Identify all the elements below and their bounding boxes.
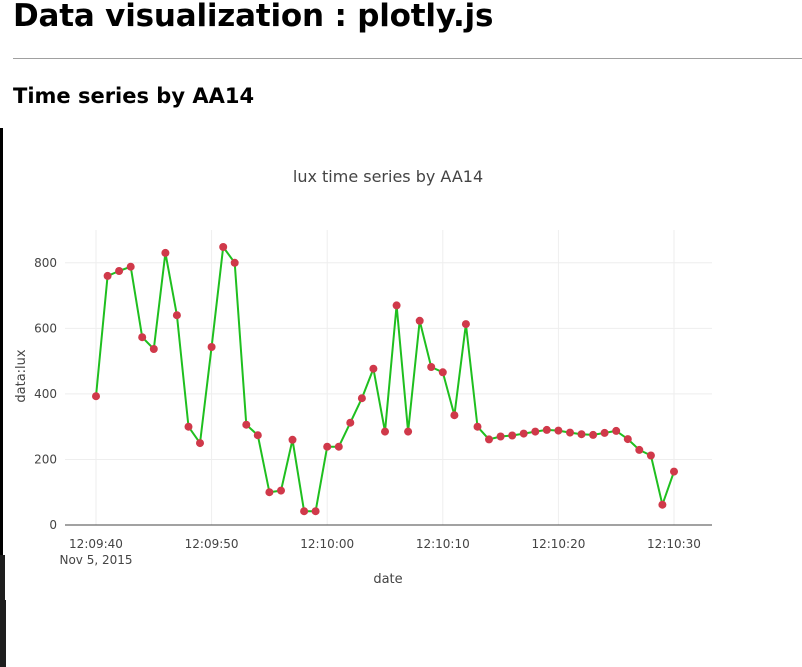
chart-background: [5, 150, 765, 600]
y-axis-title: data:lux: [14, 349, 29, 403]
data-point[interactable]: [149, 345, 158, 353]
section-title: Time series by AA14: [13, 84, 255, 108]
data-point[interactable]: [485, 435, 493, 444]
y-tick-label: 0: [49, 518, 57, 532]
x-tick-label: 12:10:30: [647, 537, 701, 551]
data-point[interactable]: [589, 430, 598, 439]
data-point[interactable]: [184, 422, 193, 431]
data-point[interactable]: [612, 426, 621, 435]
title-divider: [13, 58, 802, 59]
data-point[interactable]: [566, 428, 574, 437]
y-tick-label: 600: [34, 321, 57, 335]
chart-container[interactable]: 0 200 400 600 800 12:09:40 Nov 5, 2015 12:09:50…: [5, 150, 765, 600]
data-point[interactable]: [461, 320, 470, 329]
data-point[interactable]: [346, 418, 355, 427]
x-tick-label: 12:10:20: [531, 537, 585, 551]
x-tick-label: 12:09:50: [185, 537, 239, 551]
data-point[interactable]: [646, 451, 655, 460]
data-point[interactable]: [635, 445, 644, 454]
data-point[interactable]: [496, 432, 505, 441]
data-point[interactable]: [519, 429, 528, 438]
data-point[interactable]: [531, 427, 540, 436]
chart-title: lux time series by AA14: [293, 167, 483, 186]
data-point[interactable]: [369, 364, 378, 373]
series-marker-layer[interactable]: [92, 243, 678, 516]
left-edge-strip: [0, 128, 3, 558]
data-point[interactable]: [427, 363, 436, 371]
data-point[interactable]: [670, 467, 678, 476]
data-point[interactable]: [450, 411, 459, 420]
data-point[interactable]: [207, 343, 216, 351]
data-point[interactable]: [230, 258, 239, 267]
data-point[interactable]: [323, 442, 332, 451]
data-point[interactable]: [357, 394, 366, 403]
data-point[interactable]: [196, 439, 204, 448]
page-title: Data visualization : plotly.js: [13, 0, 494, 34]
y-tick-label: 800: [34, 256, 57, 270]
y-tick-label: 200: [34, 452, 57, 466]
data-point[interactable]: [253, 431, 262, 440]
x-tick-label: 12:10:10: [416, 537, 470, 551]
data-point[interactable]: [161, 248, 170, 257]
data-point[interactable]: [438, 368, 447, 377]
data-point[interactable]: [554, 426, 563, 435]
data-point[interactable]: [311, 507, 320, 516]
x-axis-title: date: [373, 572, 402, 587]
data-point[interactable]: [277, 486, 285, 495]
data-point[interactable]: [115, 267, 124, 275]
x-tick-label: 12:09:40: [69, 537, 123, 551]
grid-lines: [65, 230, 712, 525]
data-point[interactable]: [300, 507, 309, 516]
data-point[interactable]: [265, 488, 274, 497]
data-point[interactable]: [600, 428, 609, 437]
x-tick-label: 12:10:00: [300, 537, 354, 551]
data-point[interactable]: [138, 333, 147, 342]
data-point[interactable]: [392, 301, 401, 310]
data-point[interactable]: [219, 243, 228, 251]
data-point[interactable]: [334, 442, 343, 451]
data-point[interactable]: [658, 500, 667, 509]
data-point[interactable]: [542, 425, 551, 434]
data-point[interactable]: [172, 311, 181, 320]
data-point[interactable]: [623, 435, 632, 444]
data-point[interactable]: [288, 435, 297, 444]
lux-time-series-chart[interactable]: 0 200 400 600 800 12:09:40 Nov 5, 2015 12:09:50…: [5, 150, 765, 600]
data-point[interactable]: [103, 271, 112, 280]
left-edge-panel: [0, 555, 6, 667]
x-date-label: Nov 5, 2015: [59, 553, 132, 567]
tick-labels: 0 200 400 600 800 12:09:40 Nov 5, 2015 12:09:50…: [34, 256, 701, 567]
data-point[interactable]: [92, 392, 100, 401]
data-point[interactable]: [126, 262, 135, 271]
y-tick-label: 400: [34, 387, 57, 401]
data-point[interactable]: [404, 427, 413, 436]
data-point[interactable]: [381, 427, 389, 436]
data-point[interactable]: [577, 430, 586, 439]
data-point[interactable]: [242, 420, 251, 429]
data-point[interactable]: [508, 431, 517, 440]
data-point[interactable]: [415, 316, 424, 325]
data-point[interactable]: [473, 422, 482, 431]
